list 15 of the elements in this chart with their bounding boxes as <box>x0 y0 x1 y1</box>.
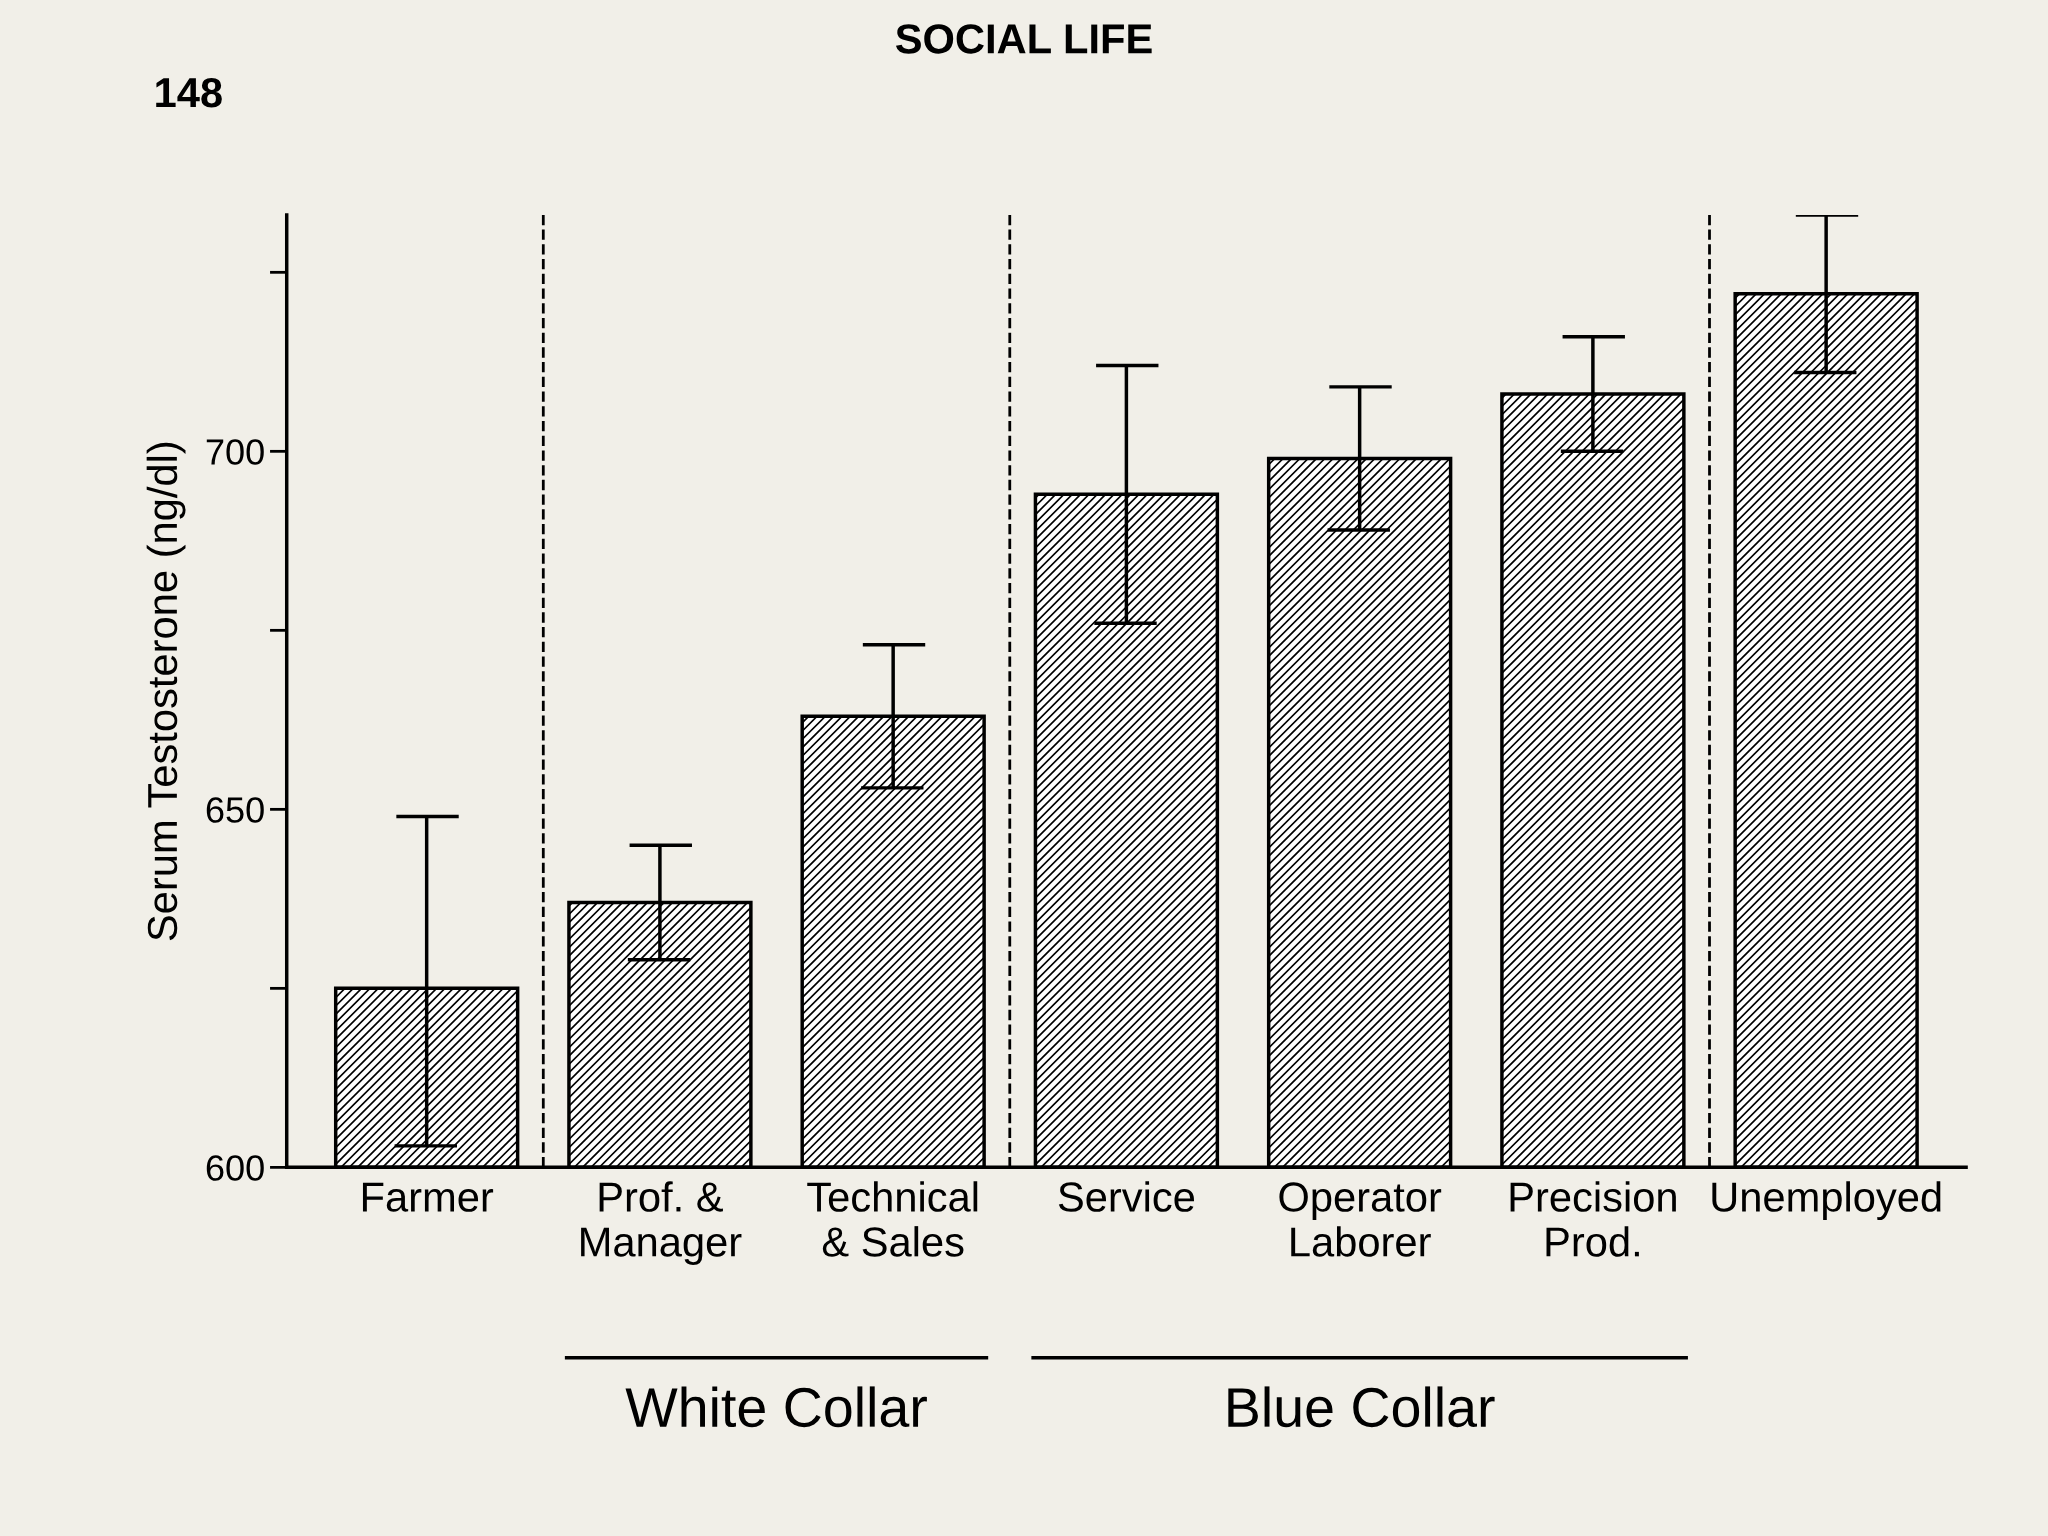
y-axis-title: Serum Testosterone (ng/dl) <box>146 442 186 941</box>
x-tick-label: Technical & Sales <box>807 1181 978 1257</box>
x-tick-label: Prof. & Manager <box>581 1181 742 1265</box>
y-tick-label: 650 <box>206 797 264 823</box>
y-tick-label: 600 <box>206 1155 264 1181</box>
text: Blue Collar <box>1228 1386 1495 1428</box>
x-tick-label: Operator Laborer <box>1279 1182 1442 1257</box>
text: SOCIAL LIFE <box>895 24 1152 54</box>
text: White Collar <box>625 1386 927 1428</box>
x-tick-label: Unemployed <box>1712 1181 1941 1221</box>
x-tick-label: Farmer <box>362 1182 494 1212</box>
x-tick-label: Precision Prod. <box>1510 1181 1676 1257</box>
x-tick-label: Service <box>1058 1181 1195 1212</box>
y-tick-label: 700 <box>206 439 264 465</box>
text: 148 <box>156 77 222 108</box>
